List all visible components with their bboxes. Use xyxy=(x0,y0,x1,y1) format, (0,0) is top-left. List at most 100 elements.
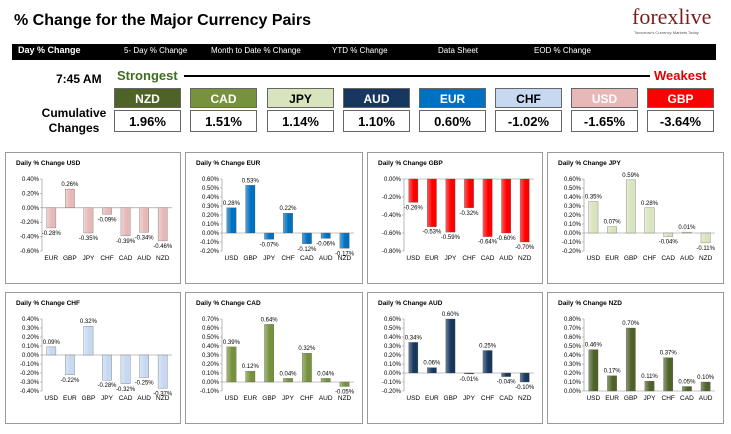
y-tick-label: 0.60% xyxy=(202,326,220,332)
bar-jpy xyxy=(102,354,112,381)
x-tick-label: GBP xyxy=(262,395,276,402)
data-label: -0.32% xyxy=(116,387,136,393)
y-tick-label: -0.10% xyxy=(200,240,220,246)
data-label: -0.28% xyxy=(97,383,117,389)
y-tick-label: 0.50% xyxy=(564,186,582,192)
nav-month-to-date[interactable]: Month to Date % Change xyxy=(211,46,301,55)
bar-chf xyxy=(644,207,655,234)
bar-gbp xyxy=(65,188,75,208)
y-tick-label: 0.70% xyxy=(202,317,220,323)
bar-cad xyxy=(682,386,692,392)
y-tick-label: -0.40% xyxy=(20,389,40,395)
x-tick-label: AUD xyxy=(319,395,333,402)
bar-aud xyxy=(700,381,711,392)
data-label: 0.04% xyxy=(279,371,297,377)
data-label: 0.70% xyxy=(622,321,640,327)
y-tick-label: 0.00% xyxy=(202,231,220,237)
data-label: -0.05% xyxy=(335,390,355,396)
y-tick-label: -0.20% xyxy=(200,249,220,255)
chart-panel-gbp: Daily % Change GBP 0.00% -0.20% -0.40% -0.60… xyxy=(367,152,543,284)
bar-jpy xyxy=(464,372,474,375)
rank-aud: AUD 1.10% xyxy=(343,88,410,134)
bar-eur xyxy=(46,207,57,229)
bar-chart: 0.70% 0.60% 0.50% 0.40% 0.30% 0.20% 0.10% 0.00%… xyxy=(200,317,355,402)
bar-nzd xyxy=(519,178,530,243)
y-tick-label: 0.30% xyxy=(564,362,582,368)
rank-chf: CHF -1.02% xyxy=(495,88,562,134)
data-label: -0.10% xyxy=(515,385,535,391)
data-label: 0.01% xyxy=(678,225,696,231)
x-tick-label: CAD xyxy=(680,395,694,402)
bar-chart: 0.40% 0.20% 0.00% -0.20% -0.40% -0.60% -0.28% E… xyxy=(20,177,173,262)
data-label: 0.60% xyxy=(442,312,460,318)
x-tick-label: CAD xyxy=(499,395,513,402)
data-label: -0.32% xyxy=(459,211,479,217)
bar-usd xyxy=(408,178,419,203)
data-label: 0.26% xyxy=(61,182,79,188)
y-tick-label: -0.10% xyxy=(382,380,402,386)
x-tick-label: JPY xyxy=(263,255,276,262)
bar-cad xyxy=(482,178,493,237)
data-label: -0.39% xyxy=(116,239,136,245)
bar-chf xyxy=(482,350,493,374)
chart-panel-usd: Daily % Change USD 0.40% 0.20% 0.00% -0.20% -… xyxy=(5,152,181,284)
data-label: -0.34% xyxy=(135,235,155,241)
bar-aud xyxy=(682,231,692,234)
bar-jpy xyxy=(283,378,293,383)
x-tick-label: GBP xyxy=(624,255,638,262)
nav-day-change[interactable]: Day % Change xyxy=(18,45,81,55)
bar-nzd xyxy=(157,354,168,389)
nav-data-sheet[interactable]: Data Sheet xyxy=(438,46,479,55)
x-tick-label: EUR xyxy=(605,255,619,262)
data-label: -0.59% xyxy=(441,235,461,241)
x-tick-label: JPY xyxy=(82,255,95,262)
rank-usd: USD -1.65% xyxy=(571,88,638,134)
bar-eur xyxy=(427,178,437,227)
data-label: -0.11% xyxy=(696,246,715,252)
y-tick-label: 0.20% xyxy=(202,213,220,219)
rank-jpy: JPY 1.14% xyxy=(267,88,334,134)
x-tick-label: JPY xyxy=(101,395,114,402)
x-tick-label: NZD xyxy=(156,395,170,402)
cumulative-label-line1: Cumulative xyxy=(41,106,107,120)
rank-gbp: GBP -3.64% xyxy=(647,88,714,134)
nav-5day-change[interactable]: 5- Day % Change xyxy=(124,46,188,55)
x-tick-label: AUD xyxy=(699,395,713,402)
data-label: -0.04% xyxy=(497,380,517,386)
chart-panel-aud: Daily % Change AUD 0.60% 0.50% 0.40% 0.30% 0.… xyxy=(367,292,543,424)
y-tick-label: -0.60% xyxy=(20,249,40,255)
y-tick-label: 0.60% xyxy=(202,177,220,183)
forexlive-logo[interactable]: forexlive Tomorrow's Currency Markets To… xyxy=(632,4,722,38)
data-label: 0.64% xyxy=(261,317,279,323)
nav-ytd-change[interactable]: YTD % Change xyxy=(332,46,388,55)
data-label: -0.35% xyxy=(79,236,99,242)
data-label: -0.09% xyxy=(97,217,117,223)
x-tick-label: NZD xyxy=(338,395,352,402)
x-tick-label: GBP xyxy=(63,255,77,262)
y-tick-label: -0.20% xyxy=(382,195,402,201)
bar-aud xyxy=(320,378,331,383)
data-label: 0.09% xyxy=(43,340,61,346)
x-tick-label: AUD xyxy=(319,255,333,262)
bar-chf xyxy=(102,207,112,215)
data-label: 0.28% xyxy=(223,201,241,207)
data-label: 0.39% xyxy=(223,340,241,346)
data-label: 0.22% xyxy=(279,206,297,212)
rank-cumulative-value: -1.65% xyxy=(571,110,638,132)
bar-eur xyxy=(245,371,256,383)
y-tick-label: -0.40% xyxy=(20,235,40,241)
data-label: 0.28% xyxy=(641,201,659,207)
y-tick-label: 0.10% xyxy=(202,222,220,228)
y-tick-label: 0.20% xyxy=(22,191,40,197)
data-label: -0.37% xyxy=(153,391,173,397)
nav-eod-change[interactable]: EOD % Change xyxy=(534,46,591,55)
bar-jpy xyxy=(264,232,275,240)
strongest-label: Strongest xyxy=(117,68,178,83)
chart-title: Daily % Change CAD xyxy=(196,300,261,307)
bar-usd xyxy=(408,342,419,374)
x-tick-label: NZD xyxy=(699,255,713,262)
y-tick-label: 0.30% xyxy=(384,344,402,350)
rank-cad: CAD 1.51% xyxy=(190,88,257,134)
y-tick-label: 0.40% xyxy=(564,353,582,359)
rank-cumulative-value: -3.64% xyxy=(647,110,714,132)
